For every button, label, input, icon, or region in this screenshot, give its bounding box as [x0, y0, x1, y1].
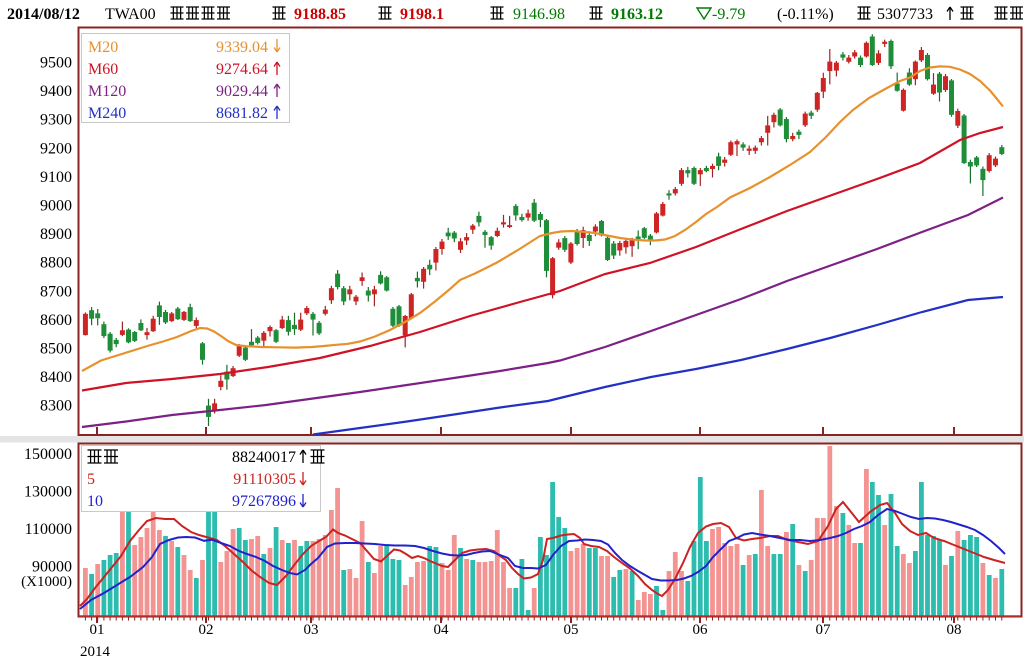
svg-text:91110305: 91110305 [233, 471, 296, 488]
svg-text:M240: M240 [88, 105, 126, 122]
svg-text:M20: M20 [88, 39, 118, 56]
svg-text:10: 10 [87, 493, 103, 510]
svg-text:M120: M120 [88, 83, 126, 100]
svg-text:08: 08 [947, 622, 962, 638]
svg-text:9163.12: 9163.12 [611, 6, 663, 23]
svg-text:88240017: 88240017 [232, 449, 296, 466]
svg-text:9198.1: 9198.1 [400, 6, 444, 23]
svg-text:M60: M60 [88, 61, 118, 78]
svg-text:8300: 8300 [40, 398, 72, 415]
svg-text:8600: 8600 [40, 312, 72, 329]
svg-text:9300: 9300 [40, 112, 72, 129]
svg-text:9000: 9000 [40, 198, 72, 215]
svg-text:5307733: 5307733 [877, 6, 933, 23]
svg-text:TWA00: TWA00 [105, 6, 156, 23]
svg-text:8900: 8900 [40, 226, 72, 243]
svg-text:9200: 9200 [40, 140, 72, 157]
svg-text:8500: 8500 [40, 341, 72, 358]
svg-text:06: 06 [693, 622, 709, 638]
svg-text:5: 5 [87, 471, 95, 488]
svg-text:9100: 9100 [40, 169, 72, 186]
svg-text:(X1000): (X1000) [21, 574, 72, 590]
svg-text:9339.04: 9339.04 [216, 39, 268, 56]
svg-text:9500: 9500 [40, 55, 72, 72]
svg-text:97267896: 97267896 [232, 493, 296, 510]
svg-text:9146.98: 9146.98 [513, 6, 565, 23]
svg-text:9029.44: 9029.44 [216, 83, 268, 100]
svg-text:130000: 130000 [24, 484, 72, 501]
svg-text:01: 01 [90, 622, 105, 638]
svg-text:8700: 8700 [40, 283, 72, 300]
svg-text:2014/08/12: 2014/08/12 [7, 6, 80, 23]
svg-text:8400: 8400 [40, 369, 72, 386]
svg-text:-9.79: -9.79 [712, 6, 745, 23]
svg-text:02: 02 [199, 622, 214, 638]
svg-text:05: 05 [564, 622, 579, 638]
svg-text:8681.82: 8681.82 [216, 105, 268, 122]
svg-text:03: 03 [304, 622, 319, 638]
svg-text:9188.85: 9188.85 [294, 6, 346, 23]
svg-text:110000: 110000 [25, 521, 72, 538]
svg-text:07: 07 [816, 622, 832, 638]
svg-text:90000: 90000 [32, 558, 72, 575]
svg-text:04: 04 [434, 622, 450, 638]
svg-text:9274.64: 9274.64 [216, 61, 268, 78]
svg-text:8800: 8800 [40, 255, 72, 272]
svg-text:2014: 2014 [80, 644, 111, 660]
svg-text:(-0.11%): (-0.11%) [777, 6, 834, 23]
svg-text:150000: 150000 [24, 446, 72, 463]
svg-text:9400: 9400 [40, 83, 72, 100]
